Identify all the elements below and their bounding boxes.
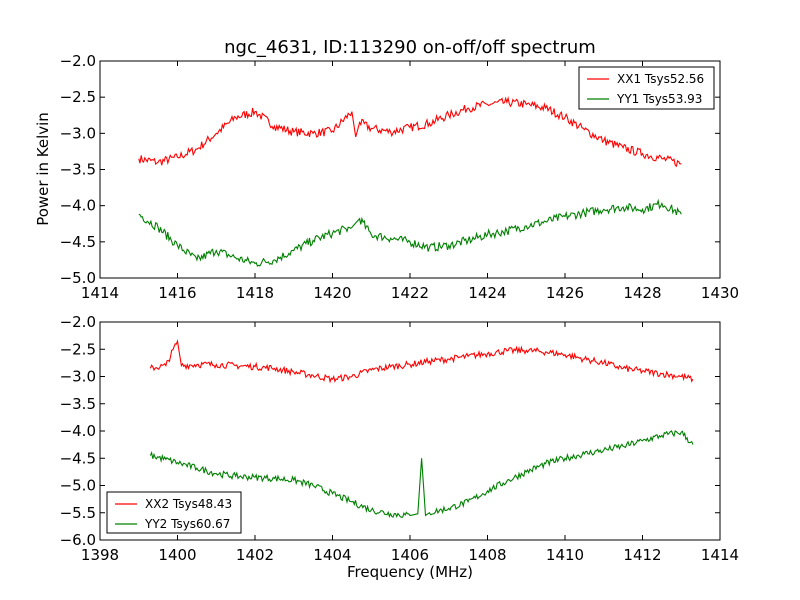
plot-2: 1398 1400 1402 1404 1406 1408 1410 1412 1414 −2.0… [60,313,740,564]
legend-entry-label: XX1 Tsys52.56 [617,72,704,86]
x-tick-label: 1404 [313,546,351,564]
x-tick-label: 1420 [313,284,351,302]
y-tick-label: −2.5 [60,340,96,358]
legend-1: XX1 Tsys52.56 YY1 Tsys53.93 [578,66,715,110]
x-tick-label: 1430 [701,284,739,302]
legend-2: XX2 Tsys48.43 YY2 Tsys60.67 [106,491,242,534]
series-line-1-1 [138,96,682,168]
chart-title: ngc_4631, ID:113290 on-off/off spectrum [224,37,596,58]
x-tick-label: 1414 [701,546,739,564]
x-axis-label: Frequency (MHz) [347,563,473,581]
y-tick-label: −4.5 [60,233,96,251]
x-tick-label: 1424 [468,284,506,302]
x-tick-label: 1410 [546,546,584,564]
x-tick-label: 1426 [546,284,584,302]
y-axis-label: Power in Kelvin [34,112,52,226]
y-tick-label: −3.5 [60,161,96,179]
y-tick-label: −4.5 [60,449,96,467]
y-tick-label: −2.5 [60,88,96,106]
x-tick-label: 1418 [236,284,274,302]
series-line-1-2 [138,198,682,267]
y-tick-label: −6.0 [60,531,96,549]
x-tick-label: 1428 [623,284,661,302]
y-tick-label: −3.5 [60,395,96,413]
plot-1: 1414 1416 1418 1420 1422 1424 1426 1428 1430 −2.0… [60,52,740,302]
x-tick-label: 1422 [391,284,429,302]
y-tick-label: −4.0 [60,422,96,440]
legend-box [106,491,242,534]
y-tick-label: −2.0 [60,313,96,331]
y-tick-label: −5.0 [60,269,96,287]
y-tick-label: −5.5 [60,504,96,522]
y-tick-label: −3.0 [60,368,96,386]
y-tick-label: −5.0 [60,477,96,495]
x-tick-label: 1414 [81,284,119,302]
x-tick-label: 1408 [468,546,506,564]
x-tick-label: 1412 [623,546,661,564]
plots-container: 1414 1416 1418 1420 1422 1424 1426 1428 1430 −2.0… [60,52,740,564]
x-tick-label: 1406 [391,546,429,564]
x-tick-label: 1398 [81,546,119,564]
legend-entry-label: YY1 Tsys53.93 [616,92,702,106]
legend-box [578,66,715,110]
x-tick-label: 1416 [158,284,196,302]
series-line-2-2 [149,430,694,518]
x-tick-label: 1402 [236,546,274,564]
legend-entry-label: XX2 Tsys48.43 [145,497,232,511]
y-tick-label: −2.0 [60,52,96,70]
y-tick-label: −3.0 [60,124,96,142]
series-line-2-1 [149,338,694,384]
x-tick-label: 1400 [158,546,196,564]
y-tick-label: −4.0 [60,197,96,215]
legend-entry-label: YY2 Tsys60.67 [144,517,230,531]
